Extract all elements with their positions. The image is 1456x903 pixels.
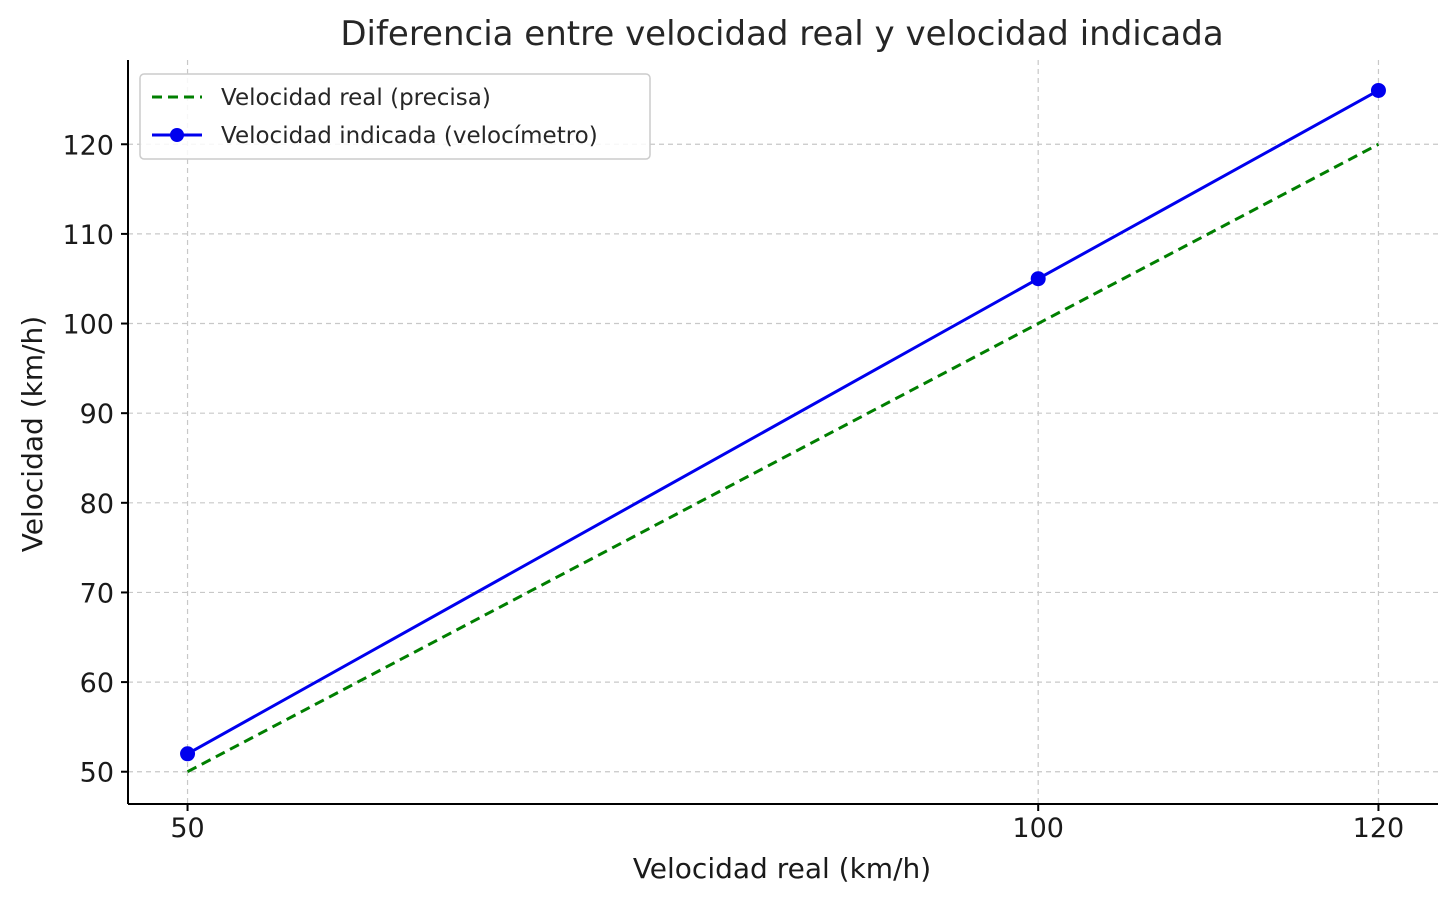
legend-box	[139, 73, 651, 160]
series-point-1	[1370, 82, 1386, 98]
axes	[127, 60, 1438, 805]
y-tick-label: 120	[62, 130, 114, 161]
x-tick-label: 120	[1353, 813, 1405, 844]
series-point-1	[180, 746, 196, 762]
series-layer	[180, 82, 1386, 774]
legend-label-1: Velocidad indicada (velocímetro)	[221, 123, 598, 149]
y-tick-label: 50	[80, 758, 114, 789]
y-tick-label: 100	[62, 310, 114, 341]
grid	[128, 60, 1438, 804]
chart-title: Diferencia entre velocidad real y veloci…	[340, 14, 1223, 54]
x-axis-label: Velocidad real (km/h)	[633, 852, 931, 885]
ticks: 50 100 120 50 60 70 80 90 100 110 120	[62, 130, 1404, 844]
series-point-1	[1030, 271, 1046, 287]
x-tick-label: 50	[170, 813, 204, 844]
series-line-0	[186, 142, 1380, 774]
y-tick-label: 70	[80, 578, 114, 609]
y-tick-label: 90	[80, 399, 114, 430]
legend-marker-1	[170, 128, 184, 142]
series-line-1	[186, 89, 1380, 756]
y-tick-label: 110	[62, 220, 114, 251]
legend: Velocidad real (precisa) Velocidad indica…	[139, 73, 651, 160]
x-tick-label: 100	[1012, 813, 1064, 844]
y-axis-label: Velocidad (km/h)	[16, 316, 49, 552]
y-tick-label: 60	[80, 668, 114, 699]
y-tick-label: 80	[80, 489, 114, 520]
legend-label-0: Velocidad real (precisa)	[221, 85, 491, 111]
